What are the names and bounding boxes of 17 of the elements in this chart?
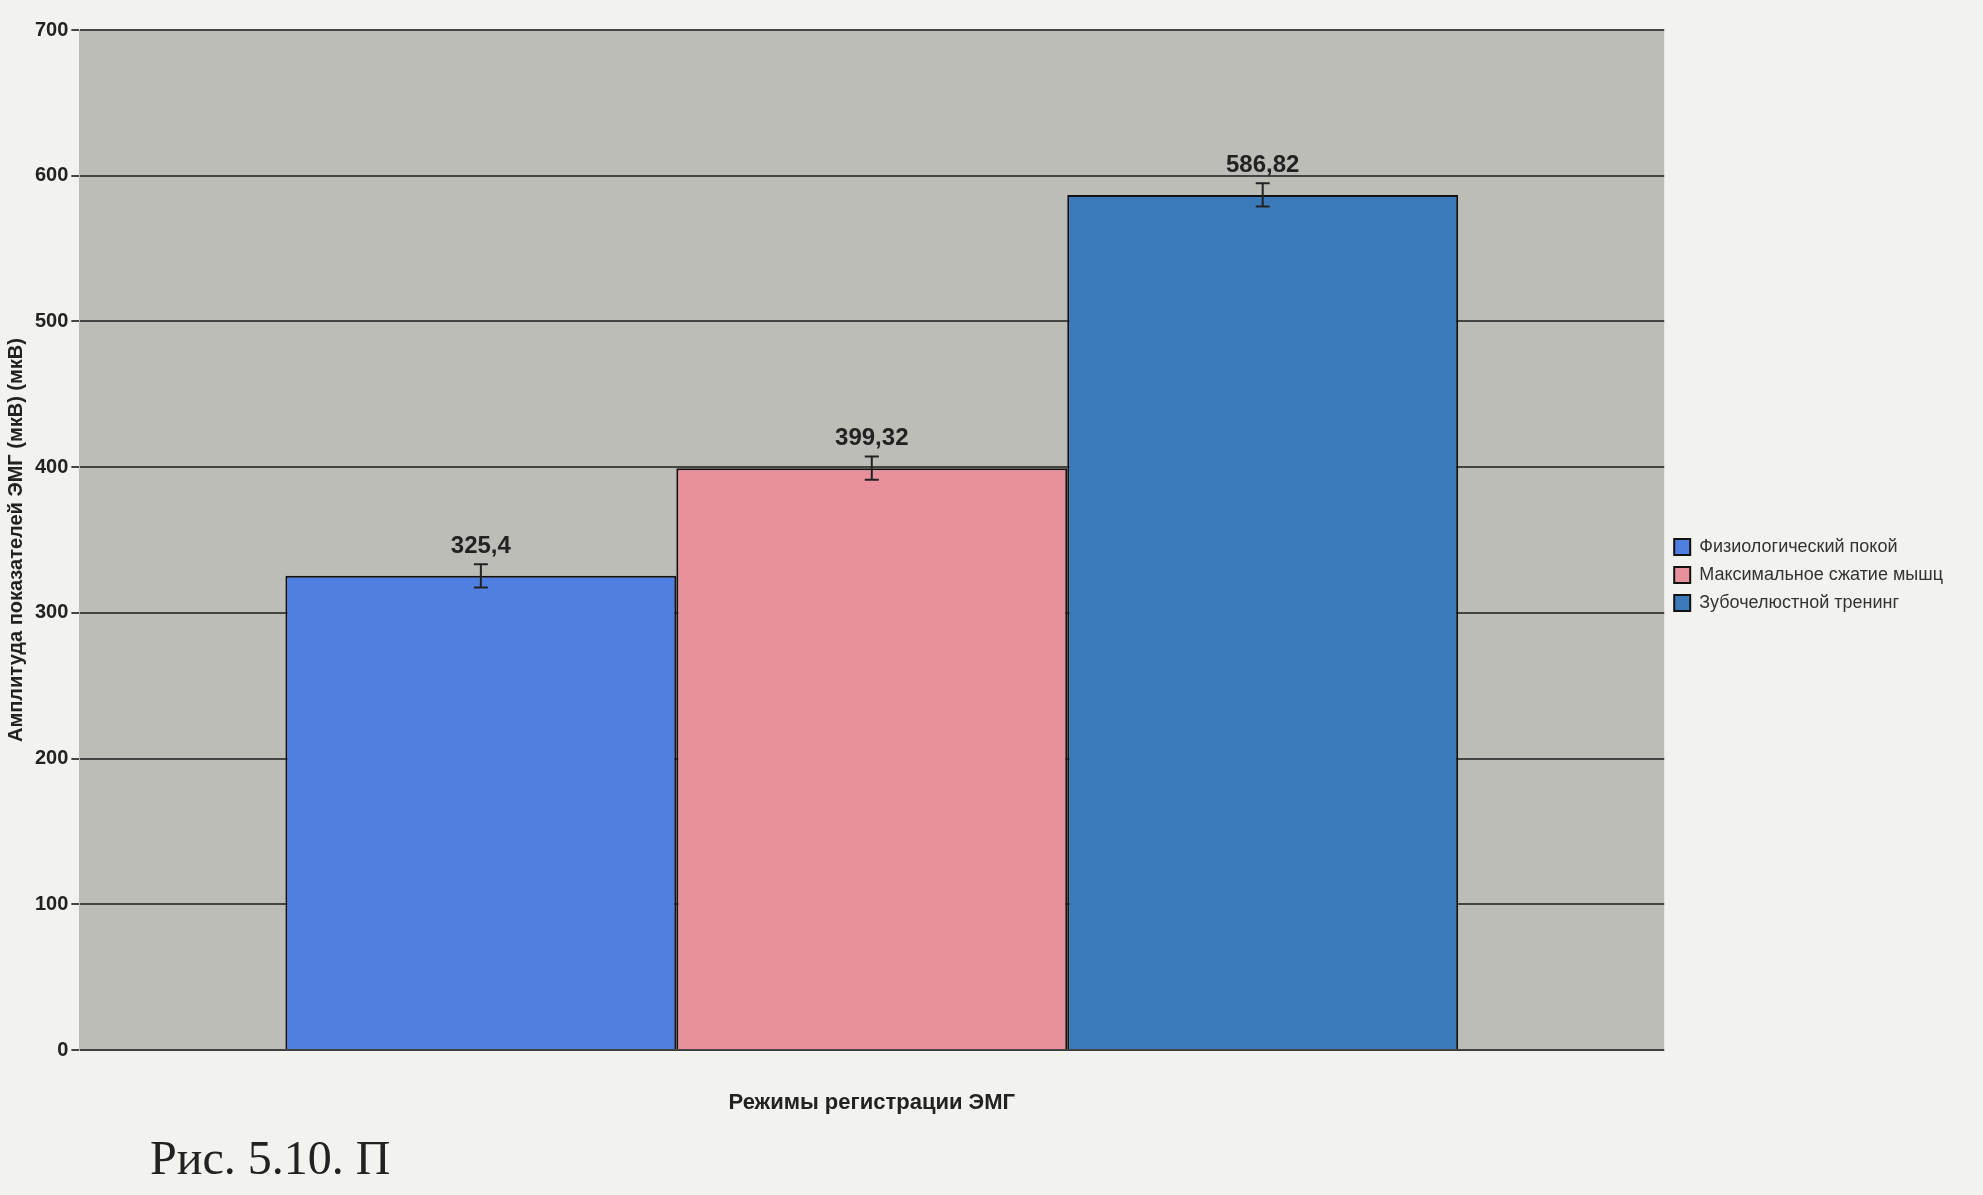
data-label: 586,82 [1226, 149, 1300, 177]
y-tick-label: 200 [34, 746, 69, 769]
y-tick-label: 600 [34, 163, 69, 186]
legend-label: Максимальное сжатие мышц [1699, 563, 1944, 584]
y-tick-label: 700 [34, 17, 69, 40]
text: Рис. 5.10. П [150, 1130, 391, 1185]
data-label: 399,32 [835, 423, 909, 451]
y-tick-label: 0 [57, 1037, 69, 1060]
y-tick-label: 300 [34, 600, 69, 623]
legend-label: Физиологический покой [1699, 535, 1898, 556]
data-label: 325,4 [450, 530, 512, 558]
x-axis-title: Режимы регистрации ЭМГ [728, 1088, 1016, 1114]
y-tick-label: 500 [34, 308, 69, 331]
y-tick-label: 400 [34, 454, 69, 477]
legend-label: Зубочелюстной тренинг [1699, 591, 1900, 612]
y-tick-label: 100 [34, 891, 69, 914]
y-axis-title: Амплитуда показателей ЭМГ (мкВ) (мкВ) [3, 338, 26, 742]
